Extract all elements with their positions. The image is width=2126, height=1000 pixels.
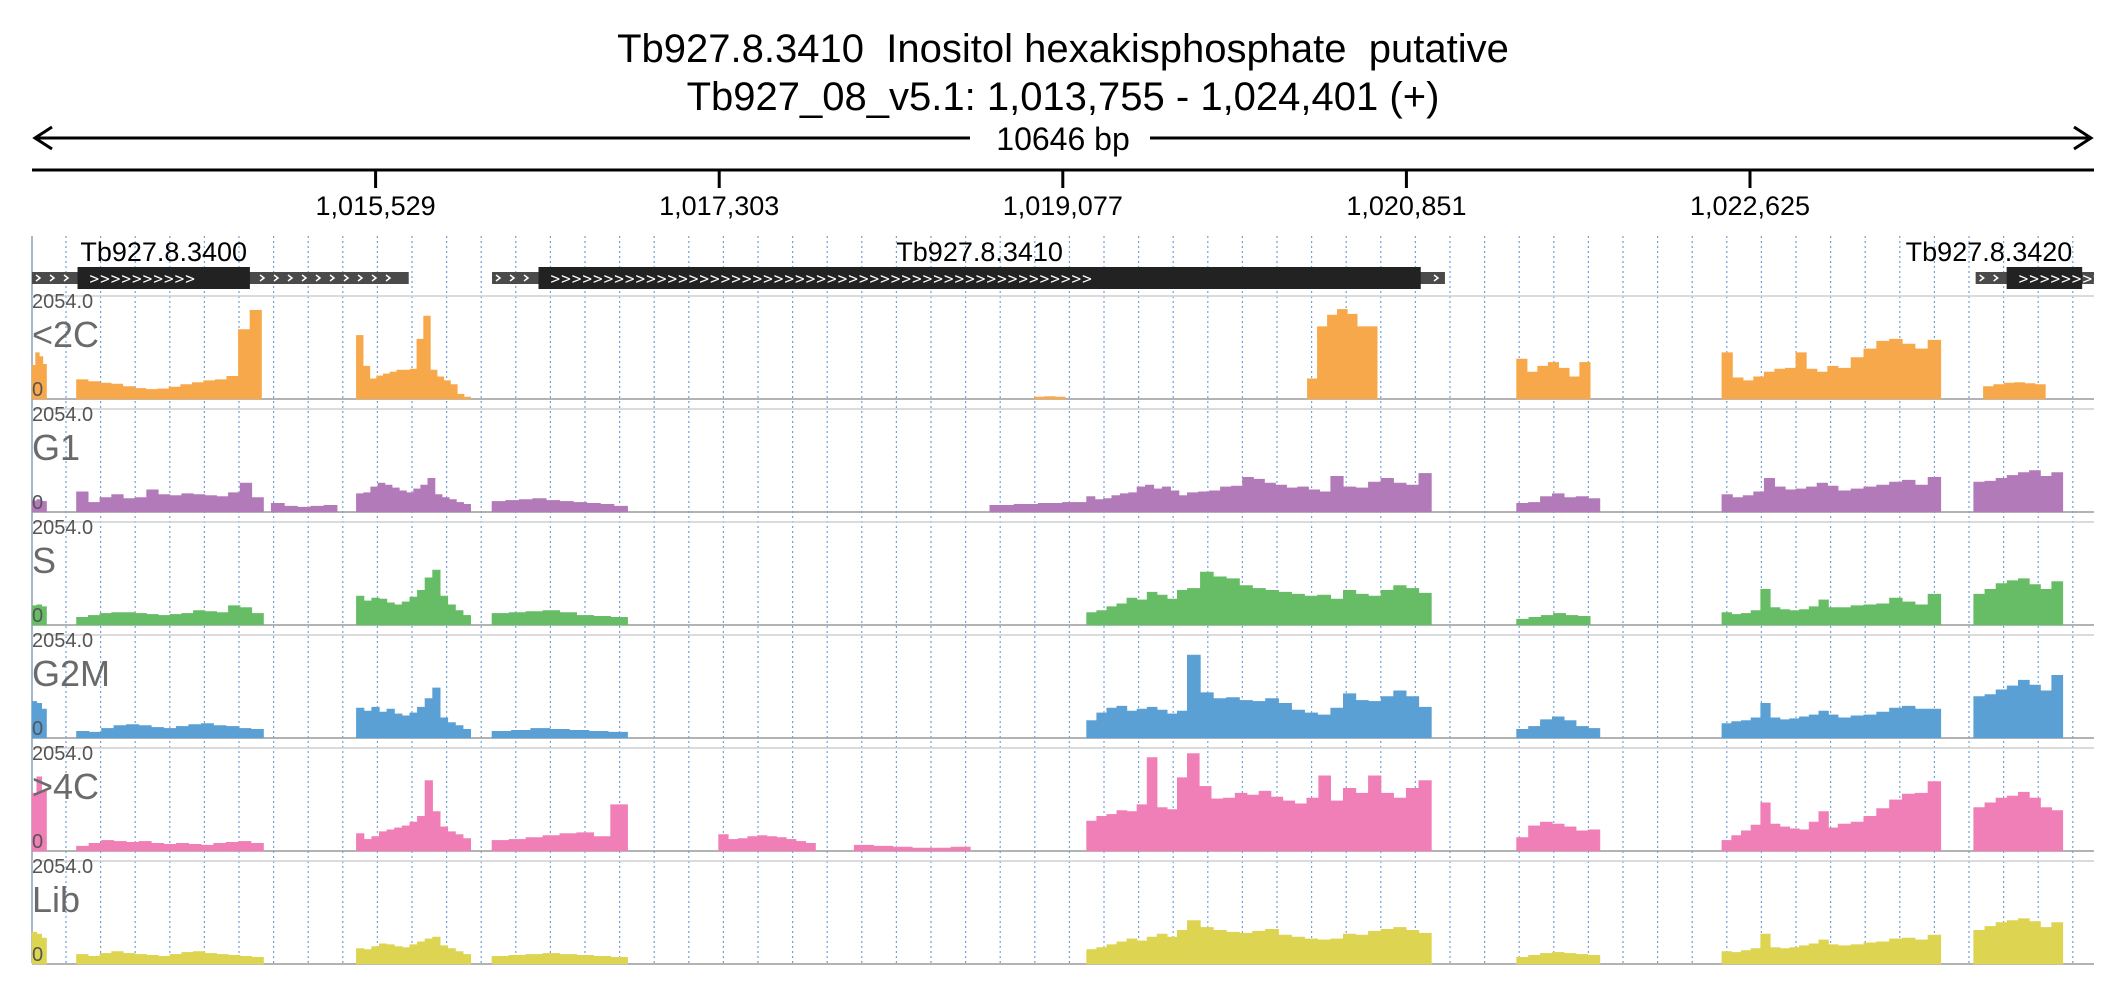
coverage-area bbox=[1307, 309, 1377, 399]
axis-tick-label: 1,017,303 bbox=[659, 191, 779, 221]
coverage-area bbox=[1087, 590, 1188, 625]
coverage-area bbox=[77, 606, 264, 625]
coverage-area bbox=[492, 953, 628, 964]
axis-tick-label: 1,022,625 bbox=[1690, 191, 1810, 221]
coverage-area bbox=[1187, 921, 1330, 964]
coverage-track: 2054.0S 0 bbox=[32, 517, 2094, 627]
coverage-area bbox=[1722, 934, 1838, 964]
coverage-area bbox=[492, 805, 628, 851]
coverage-area bbox=[1974, 919, 2063, 964]
coverage-area bbox=[1722, 478, 1838, 512]
coverage-area bbox=[77, 952, 264, 965]
gene-label: Tb927.8.3400 bbox=[80, 237, 247, 267]
track-name-label: Lib bbox=[32, 879, 80, 920]
track-name-label: <2C bbox=[32, 314, 99, 355]
track-min-label: 0 bbox=[32, 718, 43, 740]
coverage-area bbox=[1517, 952, 1600, 964]
track-name-label: S bbox=[32, 540, 56, 581]
coverage-area bbox=[492, 499, 628, 513]
coverage-area bbox=[1517, 613, 1591, 625]
coverage-area bbox=[356, 688, 470, 738]
coverage-area bbox=[77, 310, 262, 399]
track-min-label: 0 bbox=[32, 944, 43, 966]
coverage-area bbox=[1517, 717, 1600, 738]
coverage-area bbox=[1087, 485, 1188, 512]
coverage-area bbox=[1974, 675, 2063, 738]
coverage-area bbox=[1331, 586, 1432, 626]
coverage-area bbox=[492, 728, 628, 738]
track-min-label: 0 bbox=[32, 831, 43, 853]
track-max-label: 2054.0 bbox=[32, 743, 93, 765]
track-max-label: 2054.0 bbox=[32, 291, 93, 313]
coverage-area bbox=[1331, 473, 1432, 512]
coverage-area bbox=[854, 845, 970, 851]
axis-tick-label: 1,019,077 bbox=[1003, 191, 1123, 221]
axis-tick-label: 1,015,529 bbox=[316, 191, 436, 221]
coverage-tracks: 2054.0<2C02054.0G102054.0S02054.0G2M0205… bbox=[32, 291, 2094, 966]
coverage-track: 2054.0G1 0 bbox=[32, 404, 2094, 514]
gene-label: Tb927.8.3410 bbox=[896, 237, 1063, 267]
coverage-area bbox=[719, 835, 816, 851]
coverage-area bbox=[492, 611, 628, 626]
coverage-track: 2054.0<2C 0 bbox=[32, 291, 2094, 401]
coverage-area bbox=[356, 570, 470, 625]
coverage-area bbox=[271, 503, 337, 512]
coverage-area bbox=[1974, 579, 2063, 625]
track-max-label: 2054.0 bbox=[32, 517, 93, 539]
coverage-area bbox=[356, 937, 470, 964]
span-ruler: 10646 bp bbox=[35, 121, 2091, 157]
coverage-area bbox=[1517, 494, 1600, 512]
track-name-label: >4C bbox=[32, 766, 99, 807]
gene-strand-arrows: >>>>>>>>>>>>>>>>>>>>>>>>>>>>>>>>>>>>>>>>… bbox=[550, 269, 1092, 288]
coverage-area bbox=[356, 316, 470, 399]
coverage-area bbox=[1087, 930, 1188, 964]
coverage-area bbox=[1722, 703, 1838, 738]
track-min-label: 0 bbox=[32, 379, 43, 401]
gene-label: Tb927.8.3420 bbox=[1906, 237, 2073, 267]
coverage-area bbox=[1838, 594, 1941, 625]
gene-strand-arrows: >>>>>>>> bbox=[2019, 269, 2104, 288]
coverage-area bbox=[1187, 477, 1330, 512]
coverage-area bbox=[1722, 589, 1838, 625]
coordinate-axis: 1,015,529 1,017,303 1,019,077 1,020,851 1,02… bbox=[32, 170, 2094, 221]
gene-strand-arrows: >>>>>>>>>> bbox=[90, 269, 196, 288]
coverage-area bbox=[1034, 397, 1065, 399]
track-min-label: 0 bbox=[32, 605, 43, 627]
coverage-area bbox=[1517, 822, 1600, 851]
coverage-area bbox=[356, 781, 470, 851]
coverage-area bbox=[1187, 754, 1330, 851]
coverage-area bbox=[1838, 706, 1941, 738]
coverage-area bbox=[1187, 572, 1330, 625]
coverage-area bbox=[1838, 782, 1941, 851]
track-max-label: 2054.0 bbox=[32, 856, 93, 878]
coverage-area bbox=[1983, 383, 2045, 399]
coverage-track: 2054.0>4C 0 bbox=[32, 743, 2094, 853]
track-name-label: G2M bbox=[32, 653, 110, 694]
coverage-area bbox=[1331, 691, 1432, 738]
coverage-area bbox=[1838, 339, 1941, 399]
coverage-area bbox=[1974, 792, 2063, 851]
coverage-area bbox=[990, 502, 1087, 512]
coverage-area bbox=[356, 478, 470, 512]
coverage-area bbox=[1187, 655, 1330, 738]
track-max-label: 2054.0 bbox=[32, 630, 93, 652]
coverage-area bbox=[1722, 353, 1838, 399]
coverage-area bbox=[1838, 935, 1941, 964]
track-max-label: 2054.0 bbox=[32, 404, 93, 426]
coverage-area bbox=[1722, 803, 1838, 851]
axis-tick-label: 1,020,851 bbox=[1346, 191, 1466, 221]
coverage-area bbox=[1087, 758, 1188, 852]
coverage-area bbox=[1974, 471, 2063, 513]
coverage-area bbox=[77, 724, 264, 739]
coverage-area bbox=[1517, 359, 1591, 399]
coverage-area bbox=[1087, 706, 1188, 738]
span-length-label: 10646 bp bbox=[996, 121, 1129, 157]
track-min-label: 0 bbox=[32, 492, 43, 514]
track-name-label: G1 bbox=[32, 427, 80, 468]
coverage-area bbox=[1838, 477, 1941, 512]
